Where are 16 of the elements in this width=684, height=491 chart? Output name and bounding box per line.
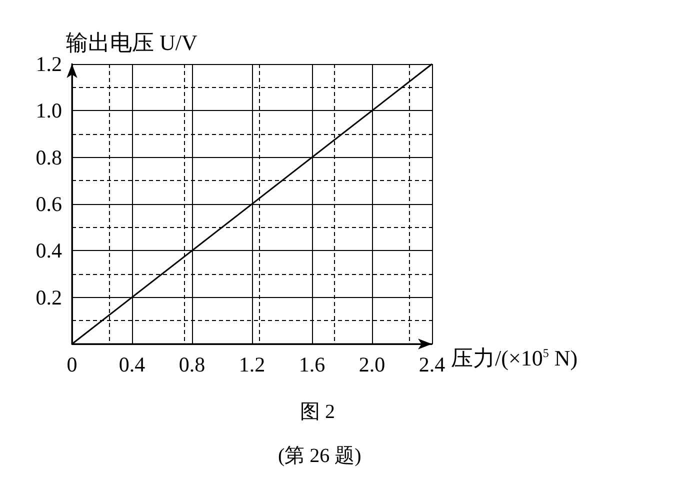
y-axis-title: 输出电压 U/V <box>66 30 198 56</box>
y-tick-label: 0.2 <box>36 285 62 310</box>
y-tick-label: 0.8 <box>36 145 62 170</box>
x-tick-label: 0 <box>66 352 78 376</box>
text: (第 26 题) <box>278 445 362 467</box>
x-tick-label: 1.6 <box>298 352 326 376</box>
caption: 图 2 <box>300 401 335 423</box>
x-tick-label: 2.0 <box>358 352 386 376</box>
x-tick-label: 0.8 <box>178 352 206 376</box>
y-tick-label: 0.6 <box>36 192 62 216</box>
x-tick-label: 0.4 <box>118 352 146 376</box>
y-tick-label: 1.0 <box>36 98 62 123</box>
y-tick-label: 0.4 <box>36 238 62 263</box>
y-tick-label: 1.2 <box>36 52 62 76</box>
x-tick-label: 1.2 <box>238 352 266 376</box>
x-tick-label: 2.4 <box>418 352 446 376</box>
